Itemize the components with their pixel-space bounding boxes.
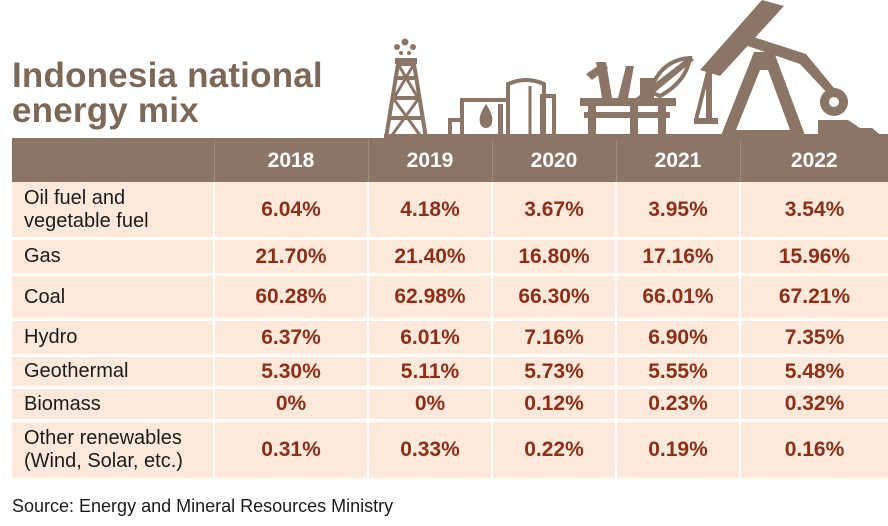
value-cell: 60.28% <box>213 274 368 321</box>
value-cell: 5.73% <box>491 355 616 389</box>
value-cell: 6.01% <box>367 319 492 357</box>
value-cell: 6.37% <box>213 319 368 357</box>
value-cell: 0% <box>213 387 368 422</box>
table-row: Geothermal 5.30% 5.11% 5.73% 5.55% 5.48% <box>12 355 888 389</box>
value-cell: 5.11% <box>367 355 492 389</box>
value-cell: 3.54% <box>739 182 888 240</box>
value-cell: 16.80% <box>491 238 616 276</box>
value-cell: 21.70% <box>213 238 368 276</box>
pumpjack-icon <box>694 0 884 138</box>
table-row: Other renewables (Wind, Solar, etc.) 0.31… <box>12 420 888 481</box>
value-cell: 67.21% <box>739 274 888 321</box>
header-year-cell: 2021 <box>615 140 740 182</box>
table-row: Biomass 0% 0% 0.12% 0.23% 0.32% <box>12 387 888 422</box>
value-cell: 7.16% <box>491 319 616 357</box>
value-cell: 0.19% <box>615 420 740 481</box>
value-cell: 17.16% <box>615 238 740 276</box>
table-row: Gas 21.70% 21.40% 16.80% 17.16% 15.96% <box>12 238 888 276</box>
value-cell: 0.31% <box>213 420 368 481</box>
storage-tanks-icon <box>448 78 556 140</box>
value-cell: 5.48% <box>739 355 888 389</box>
row-label: Oil fuel and vegetable fuel <box>12 182 214 240</box>
row-label: Other renewables (Wind, Solar, etc.) <box>12 420 214 481</box>
value-cell: 0% <box>367 387 492 422</box>
value-cell: 0.23% <box>615 387 740 422</box>
value-cell: 4.18% <box>367 182 492 240</box>
energy-mix-table: 2018 2019 2020 2021 2022 Oil fuel and veg… <box>12 140 888 481</box>
row-label: Gas <box>12 238 214 276</box>
row-label-line: Oil fuel and <box>24 186 126 209</box>
value-cell: 3.67% <box>491 182 616 240</box>
source-note: Source: Energy and Mineral Resources Min… <box>12 496 394 516</box>
chart-title-line-1: Indonesia national <box>12 56 323 95</box>
table-row: Coal 60.28% 62.98% 66.30% 66.01% 67.21% <box>12 274 888 321</box>
header-year-cell: 2020 <box>491 140 616 182</box>
offshore-platform-icon <box>580 55 694 138</box>
row-label: Hydro <box>12 319 214 357</box>
value-cell: 0.16% <box>739 420 888 481</box>
value-cell: 5.55% <box>615 355 740 389</box>
value-cell: 0.22% <box>491 420 616 481</box>
table-row: Oil fuel and vegetable fuel 6.04% 4.18% 3… <box>12 182 888 240</box>
header-row: 2018 2019 2020 2021 2022 <box>12 140 888 182</box>
header-year-cell: 2022 <box>739 140 888 182</box>
chart-title-line-2: energy mix <box>12 91 199 130</box>
row-label-line: Other renewables <box>24 427 182 449</box>
value-cell: 6.04% <box>213 182 368 240</box>
value-cell: 0.12% <box>491 387 616 422</box>
header-year-cell: 2018 <box>213 140 368 182</box>
row-label-line: (Wind, Solar, etc.) <box>24 450 183 472</box>
row-label: Coal <box>12 274 214 321</box>
oil-derrick-icon <box>383 38 429 140</box>
oil-industry-illustration <box>12 0 888 142</box>
value-cell: 21.40% <box>367 238 492 276</box>
value-cell: 15.96% <box>739 238 888 276</box>
value-cell: 66.01% <box>615 274 740 321</box>
value-cell: 0.32% <box>739 387 888 422</box>
header-year-cell: 2019 <box>367 140 492 182</box>
value-cell: 5.30% <box>213 355 368 389</box>
value-cell: 7.35% <box>739 319 888 357</box>
value-cell: 66.30% <box>491 274 616 321</box>
value-cell: 3.95% <box>615 182 740 240</box>
value-cell: 6.90% <box>615 319 740 357</box>
row-label: Biomass <box>12 387 214 422</box>
chart-title: Indonesia national energy mix <box>12 58 323 128</box>
table-row: Hydro 6.37% 6.01% 7.16% 6.90% 7.35% <box>12 319 888 357</box>
row-label: Geothermal <box>12 355 214 389</box>
row-label-line: vegetable fuel <box>24 209 149 232</box>
value-cell: 0.33% <box>367 420 492 481</box>
header-corner-cell <box>12 140 214 182</box>
value-cell: 62.98% <box>367 274 492 321</box>
